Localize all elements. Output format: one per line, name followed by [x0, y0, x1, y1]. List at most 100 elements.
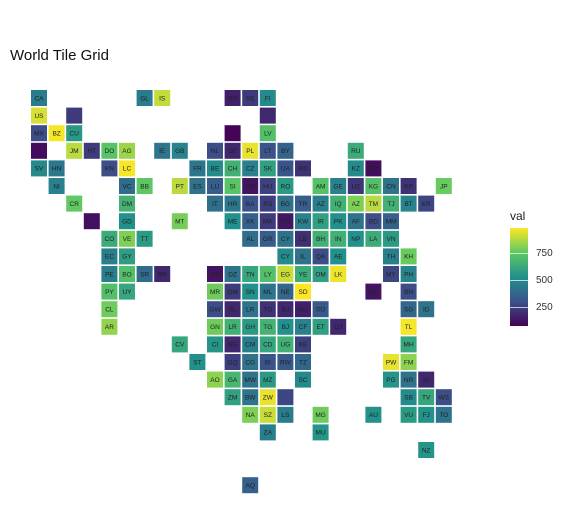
country-tile — [207, 336, 223, 353]
country-tile — [119, 178, 135, 194]
country-code-label: US — [34, 113, 44, 120]
country-tile — [418, 371, 435, 388]
country-code-label: AF — [352, 219, 360, 226]
country-tile — [312, 248, 329, 265]
country-tile — [400, 266, 417, 282]
country-tile — [259, 283, 276, 300]
country-tile — [330, 318, 347, 335]
country-code-label: FM — [404, 359, 413, 366]
country-code-label: PK — [334, 219, 343, 226]
country-code-label: AR — [105, 324, 114, 331]
country-code-label: GL — [140, 95, 149, 102]
country-code-label: LC — [123, 166, 132, 173]
country-tile — [119, 248, 135, 265]
country-tile — [277, 389, 294, 406]
country-tile — [277, 142, 294, 159]
country-code-label: TJ — [387, 201, 394, 208]
country-tile — [224, 90, 241, 106]
country-code-label: GW — [209, 307, 221, 314]
country-tile — [101, 230, 118, 247]
country-code-label: UZ — [351, 183, 360, 190]
country-code-label: LU — [211, 183, 220, 190]
country-code-label: SO — [316, 307, 325, 314]
country-tile — [312, 424, 329, 441]
country-tile — [242, 195, 259, 212]
country-code-label: PY — [105, 289, 114, 296]
country-code-label: DM — [122, 201, 132, 208]
country-tile — [383, 248, 399, 265]
country-tile — [224, 213, 241, 230]
country-tile — [435, 178, 452, 194]
country-tile — [101, 142, 118, 159]
country-tile — [277, 213, 294, 230]
country-tile — [259, 178, 276, 194]
country-code-label: NO — [228, 95, 238, 102]
country-code-label: MY — [386, 271, 396, 278]
country-code-label: ZW — [263, 395, 274, 402]
country-code-label: IR — [317, 219, 324, 226]
country-tile — [224, 371, 241, 388]
country-code-label: EC — [105, 254, 114, 261]
country-code-label: AZ — [316, 201, 324, 208]
country-code-label: MD — [298, 166, 308, 173]
country-code-label: SZ — [264, 412, 272, 419]
country-code-label: RU — [351, 148, 361, 155]
country-code-label: MG — [315, 412, 325, 419]
country-code-label: ME — [228, 219, 238, 226]
country-tile — [154, 90, 171, 106]
legend-tick-label: 750 — [536, 248, 553, 259]
country-tile — [119, 230, 135, 247]
country-code-label: DO — [105, 148, 115, 155]
country-tile — [312, 178, 329, 194]
country-code-label: IN — [335, 236, 342, 243]
country-code-label: MM — [386, 219, 397, 226]
country-code-label: DE — [228, 148, 238, 155]
country-tile — [101, 318, 118, 335]
country-code-label: AM — [316, 183, 326, 190]
country-tile — [400, 248, 417, 265]
country-code-label: FI — [265, 95, 271, 102]
country-tile — [242, 283, 259, 300]
country-code-label: ST — [193, 359, 201, 366]
country-tile — [224, 266, 241, 282]
country-tile — [383, 371, 399, 388]
country-tile — [242, 318, 259, 335]
country-tile — [400, 178, 417, 194]
country-code-label: TT — [141, 236, 149, 243]
country-code-label: GY — [122, 254, 132, 261]
country-tile — [259, 213, 276, 230]
country-code-label: FR — [193, 166, 202, 173]
country-tile — [189, 354, 206, 370]
country-tile — [119, 283, 135, 300]
country-tile — [277, 301, 294, 318]
country-tile — [101, 266, 118, 282]
country-code-label: SG — [404, 307, 413, 314]
chart-title: World Tile Grid — [10, 47, 109, 64]
country-tile — [400, 318, 417, 335]
country-code-label: IS — [159, 95, 166, 102]
country-code-label: VU — [404, 412, 413, 419]
country-tile — [330, 248, 347, 265]
country-tile — [136, 230, 153, 247]
country-code-label: RO — [281, 183, 291, 190]
country-tile — [330, 195, 347, 212]
country-code-label: ML — [263, 289, 272, 296]
country-code-label: KR — [422, 201, 431, 208]
country-code-label: HR — [246, 183, 256, 190]
country-tile — [295, 336, 311, 353]
country-code-label: LV — [264, 131, 272, 138]
country-tile — [48, 178, 65, 194]
country-code-label: NL — [211, 148, 220, 155]
country-tile — [101, 301, 118, 318]
country-tile — [295, 354, 311, 370]
country-tile — [347, 160, 364, 177]
country-code-label: VN — [386, 236, 395, 243]
country-code-label: NE — [281, 289, 291, 296]
country-tile — [383, 266, 399, 282]
country-code-label: BJ — [282, 307, 290, 314]
country-code-label: IE — [159, 148, 166, 155]
country-code-label: TH — [387, 254, 396, 261]
country-tile — [171, 336, 188, 353]
country-tile — [277, 178, 294, 194]
country-tile — [224, 354, 241, 370]
